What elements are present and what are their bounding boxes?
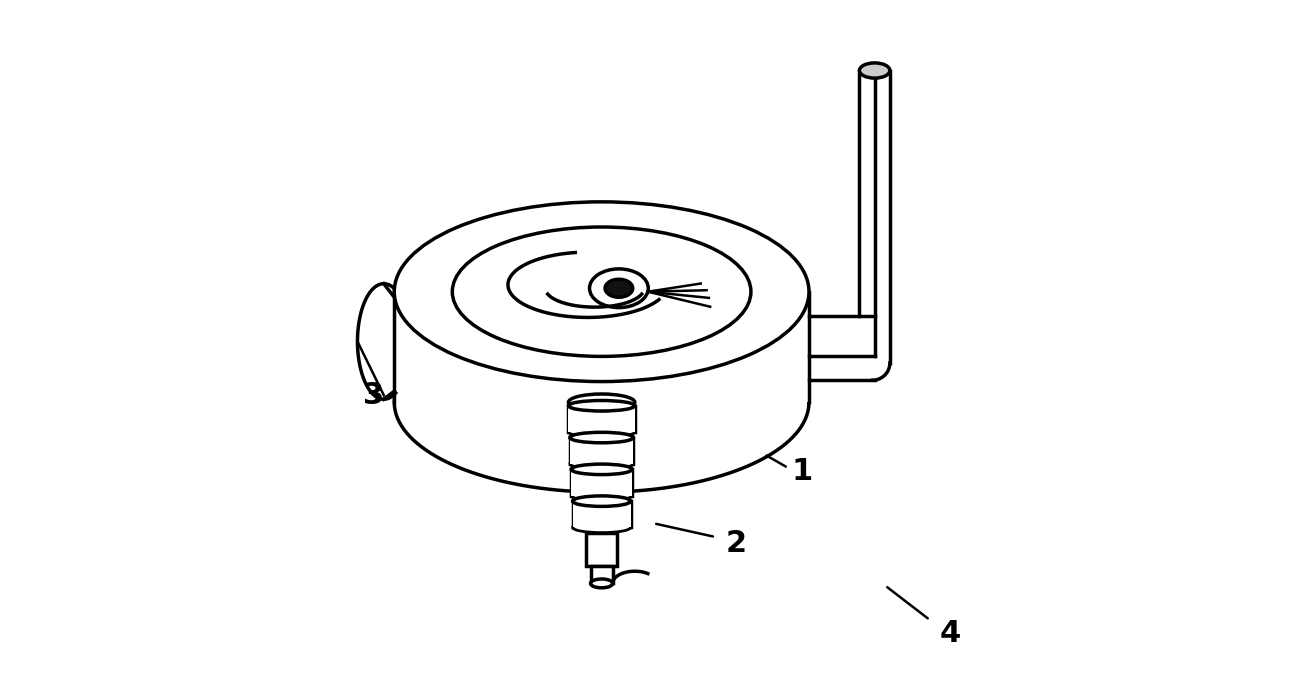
Ellipse shape (568, 427, 634, 437)
Ellipse shape (571, 491, 632, 501)
Polygon shape (569, 437, 633, 464)
Text: 1: 1 (792, 457, 812, 486)
Text: 3: 3 (363, 381, 384, 410)
Polygon shape (809, 316, 875, 380)
Polygon shape (572, 501, 630, 527)
Polygon shape (590, 566, 612, 584)
Ellipse shape (590, 579, 612, 588)
Ellipse shape (569, 432, 633, 443)
Ellipse shape (572, 522, 630, 533)
Text: 2: 2 (725, 530, 748, 559)
Text: 4: 4 (940, 619, 961, 648)
Ellipse shape (572, 496, 630, 507)
Polygon shape (571, 469, 632, 496)
Ellipse shape (859, 63, 891, 78)
Ellipse shape (394, 312, 809, 492)
Ellipse shape (604, 279, 633, 297)
Ellipse shape (589, 269, 649, 307)
Ellipse shape (394, 202, 809, 382)
Ellipse shape (452, 227, 751, 357)
Polygon shape (568, 406, 634, 432)
Ellipse shape (569, 459, 633, 469)
Polygon shape (859, 71, 891, 363)
Ellipse shape (571, 464, 632, 475)
Ellipse shape (568, 394, 634, 411)
Polygon shape (394, 291, 809, 403)
Polygon shape (586, 533, 616, 566)
Ellipse shape (568, 400, 634, 411)
